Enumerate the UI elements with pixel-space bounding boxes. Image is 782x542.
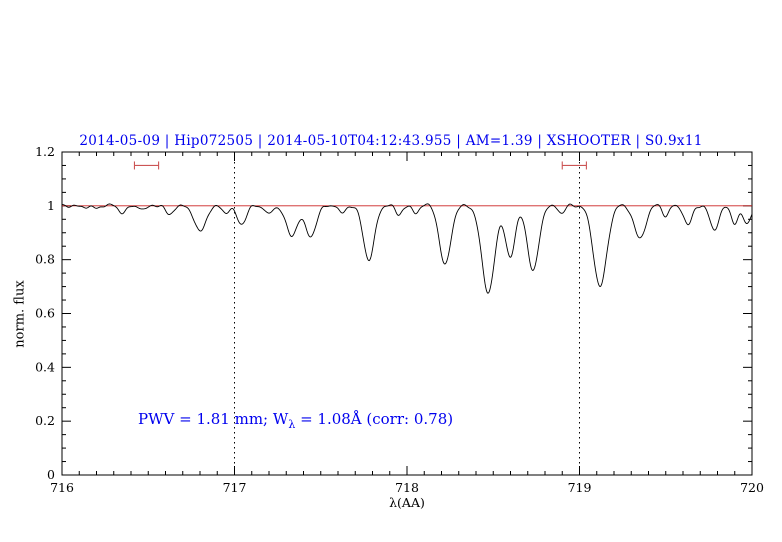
spectrum-line <box>61 203 753 294</box>
pwv-annotation: PWV = 1.81 mm; Wλ = 1.08Å (corr: 0.78) <box>138 410 453 431</box>
x-tick-label: 716 <box>50 480 74 495</box>
x-tick-label: 719 <box>568 480 592 495</box>
annotation-suffix: = 1.08Å (corr: 0.78) <box>295 410 454 428</box>
plot-title: 2014-05-09 | Hip072505 | 2014-05-10T04:1… <box>79 133 703 149</box>
x-tick-label: 720 <box>740 480 764 495</box>
y-tick-label: 0.2 <box>35 413 55 428</box>
x-axis-label: λ(AA) <box>389 495 425 510</box>
annotation-prefix: PWV = 1.81 mm; W <box>138 410 289 428</box>
x-tick-label: 717 <box>223 480 247 495</box>
y-tick-label: 1 <box>47 198 55 213</box>
x-tick-label: 718 <box>395 480 419 495</box>
y-tick-label: 0 <box>47 467 55 482</box>
y-tick-label: 0.4 <box>35 359 55 374</box>
y-tick-label: 0.8 <box>35 252 55 267</box>
y-tick-label: 0.6 <box>35 306 55 321</box>
annotation-subscript: λ <box>288 418 296 431</box>
y-tick-label: 1.2 <box>35 144 55 159</box>
